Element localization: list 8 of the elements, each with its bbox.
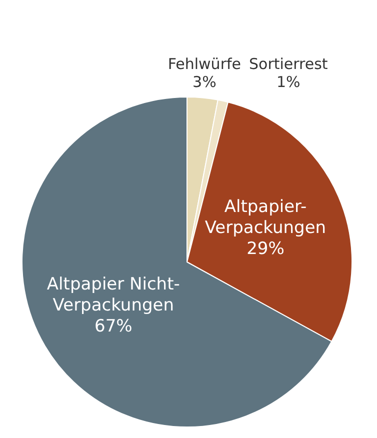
slice-label: Altpapier-Verpackungen [204, 197, 326, 238]
slice-label: Sortierrest [248, 55, 328, 73]
data-label: 29% [246, 239, 284, 260]
data-label: 67% [94, 316, 132, 337]
slice-label: Altpapier Nicht-Verpackungen [46, 274, 180, 316]
slice-label: Fehlwürfe [168, 55, 241, 73]
data-label: 1% [276, 73, 300, 91]
data-label: 3% [192, 73, 216, 91]
